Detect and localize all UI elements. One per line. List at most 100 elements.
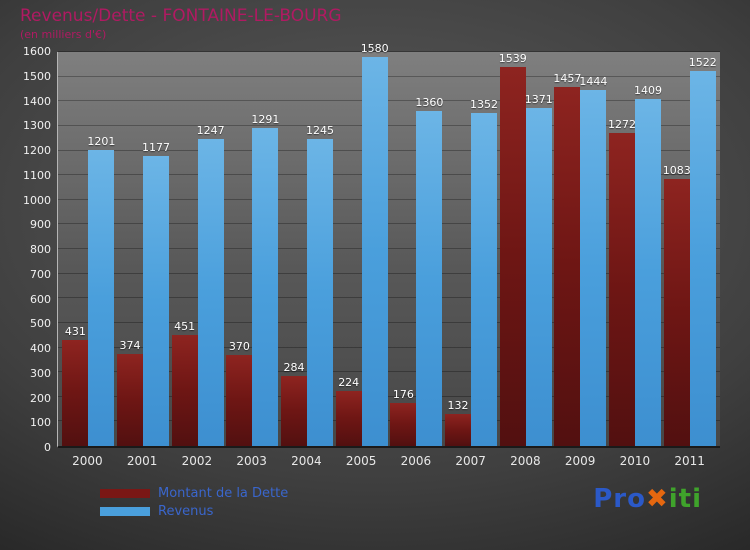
x-tick-label: 2007: [455, 454, 486, 468]
gridline: [58, 248, 720, 249]
x-tick-label: 2001: [126, 454, 158, 468]
logo-part: Pro: [593, 484, 646, 514]
bar-dette: 1272: [608, 118, 636, 446]
y-tick-label: 900: [30, 218, 51, 232]
bar-revenus: 1245: [306, 124, 334, 446]
y-tick-label: 200: [30, 391, 51, 405]
y-tick-label: 600: [30, 292, 51, 306]
bar-revenus: 1371: [525, 93, 553, 446]
bar-value-label: 1352: [470, 98, 499, 112]
bar-group: 1457 1444: [553, 52, 608, 446]
legend-label-revenus: Revenus: [158, 504, 214, 519]
gridline: [58, 321, 720, 323]
x-tick-label: 2006: [400, 454, 432, 468]
bar-value-label: 1177: [142, 141, 170, 155]
bar-dette: 370: [226, 340, 253, 446]
bar-value-label: 1360: [415, 96, 444, 110]
y-tick-label: 400: [30, 342, 51, 355]
bar-group: 370 1291: [225, 52, 280, 446]
y-tick-label: 1500: [23, 69, 51, 83]
logo-part: iti: [668, 484, 702, 514]
bar-value-label: 1247: [196, 123, 225, 137]
x-tick-label: 2002: [181, 454, 213, 468]
bar-value-label: 1371: [524, 93, 553, 107]
bar-value-label: 176: [392, 387, 414, 401]
gridline: [58, 51, 720, 52]
y-tick-label: 800: [30, 243, 51, 256]
bar-revenus: 1409: [634, 84, 662, 446]
bar-value-label: 1201: [87, 135, 116, 149]
bar-value-label: 132: [447, 398, 469, 412]
chart-subtitle: (en milliers d'€): [20, 28, 107, 41]
legend-item-revenus: Revenus: [100, 504, 288, 519]
bar-group: 431 1201: [61, 52, 116, 446]
bar-group: 224 1580: [334, 42, 389, 446]
y-tick-label: 500: [30, 317, 51, 331]
bar-value-label: 1444: [579, 75, 608, 89]
bar-value-label: 1291: [251, 113, 280, 127]
bar-value-label: 1457: [553, 72, 582, 86]
bar-revenus: 1201: [87, 135, 115, 446]
gridline: [58, 124, 720, 126]
x-tick-label: 2009: [564, 454, 596, 468]
bar-revenus: 1352: [470, 98, 498, 446]
bar-dette: 284: [281, 361, 308, 446]
x-tick-label: 2000: [72, 454, 103, 468]
gridline: [58, 149, 720, 151]
bar-group: 1083 1522: [662, 52, 717, 446]
bar-dette: 1457: [553, 72, 581, 446]
bar-revenus: 1247: [197, 124, 225, 446]
gridline: [58, 75, 720, 77]
y-tick-label: 1400: [23, 94, 51, 108]
x-tick-label: 2008: [510, 454, 541, 468]
gridline: [58, 223, 720, 225]
y-tick-label: 1000: [23, 193, 51, 207]
plot-area: 431 1201 374 1177 451 1247 370 1291 284 1245 224 15…: [57, 42, 720, 448]
bar-dette: 374: [117, 339, 143, 446]
bar-group: 132 1352: [444, 52, 499, 446]
bar-value-label: 1409: [634, 84, 663, 98]
bar-group: 284 1245: [280, 52, 335, 446]
bar-group: 1272 1409: [608, 52, 663, 446]
bar-value-label: 1522: [688, 56, 717, 70]
legend-item-dette: Montant de la Dette: [100, 486, 288, 501]
legend-swatch-dette: [100, 489, 150, 498]
gridline: [58, 297, 720, 299]
bar-value-label: 1539: [498, 52, 527, 66]
x-tick-label: 2005: [345, 454, 377, 468]
y-axis: 0 100 200 300 400 500 600 700 800 900 1000 1100 1200…: [5, 45, 51, 454]
gridline: [58, 100, 720, 102]
bar-value-label: 431: [64, 324, 86, 338]
bar-revenus: 1360: [415, 96, 443, 446]
gridline: [58, 395, 720, 397]
legend: Montant de la Dette Revenus: [100, 486, 288, 522]
proxiti-logo[interactable]: Pro✖iti: [593, 484, 702, 514]
legend-label-dette: Montant de la Dette: [158, 486, 289, 501]
gridline: [58, 198, 720, 200]
logo-part: ✖: [645, 484, 669, 514]
x-tick-label: 2004: [291, 454, 322, 468]
bar-dette: 431: [62, 325, 89, 446]
y-tick-label: 1200: [23, 144, 51, 157]
bar-value-label: 1580: [360, 41, 389, 55]
bar-dette: 224: [335, 376, 362, 446]
bar-dette: 132: [445, 399, 472, 446]
gridline: [58, 371, 720, 373]
x-tick-label: 2011: [674, 454, 705, 468]
bar-group: 374 1177: [116, 52, 171, 446]
bar-value-label: 224: [338, 375, 360, 389]
y-tick-label: 0: [44, 441, 51, 454]
y-tick-label: 1100: [23, 168, 51, 182]
bar-group: 1539 1371: [498, 52, 553, 446]
y-tick-label: 300: [30, 366, 51, 380]
chart: 0 100 200 300 400 500 600 700 800 900 1000 1100 1200…: [23, 42, 720, 468]
bar-revenus: 1291: [251, 113, 279, 446]
chart-header: Revenus/Dette - FONTAINE-LE-BOURG (en mi…: [20, 6, 342, 41]
y-tick-label: 100: [30, 416, 51, 430]
bar-dette: 1539: [499, 52, 527, 446]
bar-value-label: 1272: [608, 117, 637, 131]
bar-value-label: 451: [174, 319, 196, 333]
bar-group: 451 1247: [170, 52, 225, 446]
legend-swatch-revenus: [100, 507, 150, 516]
bar-revenus: 1177: [142, 141, 170, 446]
